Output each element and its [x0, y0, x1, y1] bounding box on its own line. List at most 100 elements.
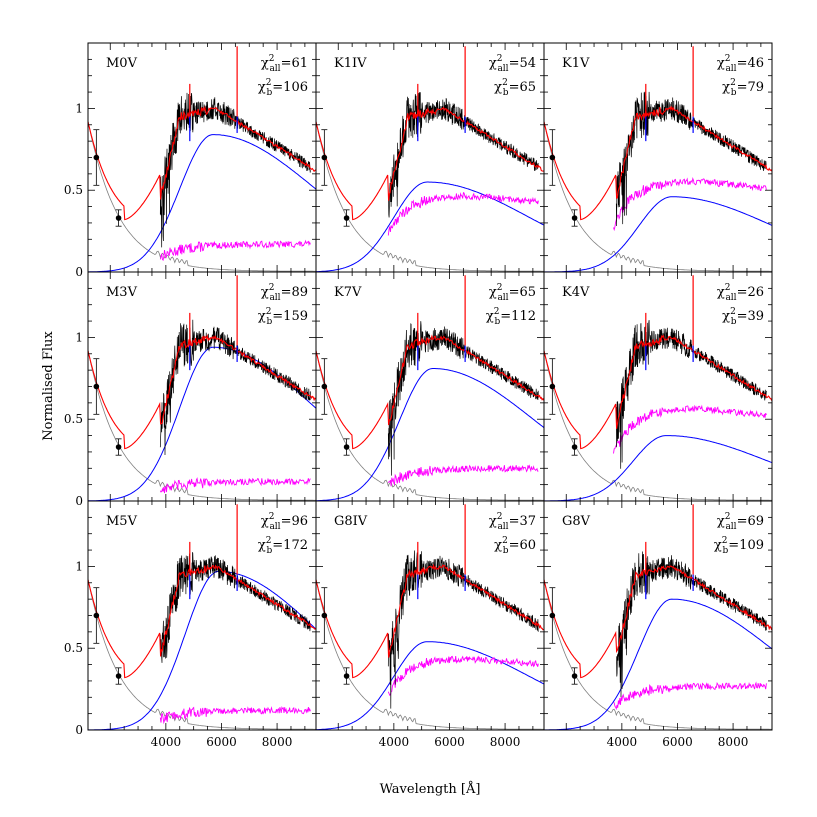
- chi-b-label: χ2 b=106: [258, 78, 308, 98]
- spectrum-panel: 0 0.5 1 4000 6000 8000 M5V χ2 all=96 χ2 b=172: [64, 500, 317, 749]
- observed-spectrum-line: [159, 92, 311, 248]
- y-tick-label: 0.5: [64, 412, 83, 426]
- chi-b-label: χ2 b=172: [258, 536, 308, 556]
- spectrum-panel: K4V χ2 all=26 χ2 b=39: [543, 271, 773, 502]
- chi-b-label: χ2 b=112: [486, 307, 536, 327]
- uv-flux-point: [93, 154, 100, 161]
- disk-model-line: [544, 435, 772, 501]
- chi-b-label: χ2 b=60: [494, 536, 536, 556]
- star-model-line: [387, 655, 539, 696]
- spectral-type-label: K1IV: [334, 56, 367, 71]
- uv-flux-point: [549, 383, 556, 390]
- disk-model-line: [544, 196, 772, 272]
- panel-frame: [315, 42, 545, 273]
- chi-all-label: χ2 all=96: [261, 512, 308, 532]
- total-model-line: [316, 106, 544, 221]
- panel-frame: [543, 42, 773, 273]
- x-tick-label: 4000: [607, 735, 638, 749]
- y-tick-label: 1: [75, 330, 83, 344]
- spectral-type-label: M5V: [106, 514, 138, 529]
- spectrum-panel: K1IV χ2 all=54 χ2 b=65: [315, 42, 545, 273]
- chi-all-label: χ2 all=61: [261, 54, 308, 74]
- observed-spectrum-line: [387, 550, 539, 709]
- uv-flux-point: [343, 444, 350, 450]
- spectral-type-label: G8IV: [334, 514, 368, 529]
- panel-frame: [315, 500, 545, 731]
- x-tick-label: 4000: [151, 735, 182, 749]
- x-tick-label: 8000: [718, 735, 749, 749]
- stream-model-line: [88, 349, 316, 501]
- x-tick-label: 8000: [490, 735, 521, 749]
- panel-frame: [87, 42, 317, 273]
- star-model-line: [613, 681, 767, 711]
- spectral-type-label: M3V: [106, 285, 138, 300]
- chi-all-label: χ2 all=26: [717, 283, 764, 303]
- uv-flux-point: [321, 612, 328, 619]
- y-axis-label: Normalised Flux: [41, 331, 56, 441]
- y-tick-label: 0: [75, 494, 83, 508]
- total-model-line: [544, 334, 772, 450]
- uv-flux-point: [571, 673, 578, 679]
- spectral-type-label: K7V: [334, 285, 362, 300]
- stream-model-line: [88, 578, 316, 730]
- total-model-line: [88, 333, 316, 450]
- y-tick-label: 0: [75, 723, 83, 737]
- uv-flux-point: [321, 383, 328, 390]
- observed-spectrum-line: [159, 319, 311, 456]
- star-model-line: [159, 239, 311, 262]
- stream-model-line: [544, 120, 772, 272]
- spectrum-panel: 0 0.5 1 M3V χ2 all=89 χ2 b=159: [64, 271, 317, 508]
- uv-flux-point: [571, 444, 578, 450]
- stream-model-line: [544, 349, 772, 501]
- x-axis-label: Wavelength [Å]: [380, 781, 481, 797]
- observed-spectrum-line: [615, 320, 767, 469]
- x-tick-label: 6000: [662, 735, 693, 749]
- chi-b-label: χ2 b=159: [258, 307, 308, 327]
- disk-model-line: [316, 641, 544, 730]
- uv-flux-point: [343, 673, 350, 679]
- star-model-line: [159, 477, 311, 494]
- uv-flux-point: [115, 673, 122, 679]
- x-tick-label: 4000: [379, 735, 410, 749]
- disk-model-line: [316, 368, 544, 501]
- chi-all-label: χ2 all=37: [489, 512, 536, 532]
- star-model-line: [387, 464, 539, 487]
- panel-frame: [87, 271, 317, 502]
- chi-all-label: χ2 all=54: [489, 54, 536, 74]
- uv-flux-point: [549, 154, 556, 161]
- uv-flux-point: [115, 444, 122, 450]
- panel-frame: [543, 500, 773, 731]
- star-model-line: [387, 191, 539, 236]
- chi-all-label: χ2 all=46: [717, 54, 764, 74]
- chi-b-label: χ2 b=39: [722, 307, 764, 327]
- chi-all-label: χ2 all=65: [489, 283, 536, 303]
- total-model-line: [316, 563, 544, 679]
- y-tick-label: 0: [75, 265, 83, 279]
- spectral-type-label: G8V: [562, 514, 591, 529]
- spectrum-panel: K1V χ2 all=46 χ2 b=79: [543, 42, 773, 273]
- star-model-line: [613, 404, 767, 454]
- total-model-line: [88, 105, 316, 221]
- star-model-line: [159, 706, 311, 725]
- panel-frame: [87, 500, 317, 731]
- spectrum-panel: 0 0.5 1 M0V χ2 all=61 χ2 b=106: [64, 42, 317, 279]
- spectrum-panel: K7V χ2 all=65 χ2 b=112: [315, 271, 545, 502]
- y-tick-label: 0.5: [64, 183, 83, 197]
- total-model-line: [316, 334, 544, 450]
- y-tick-label: 1: [75, 559, 83, 573]
- uv-flux-point: [343, 215, 350, 221]
- disk-model-line: [544, 598, 772, 730]
- spectral-type-label: K4V: [562, 285, 590, 300]
- star-model-line: [613, 176, 767, 232]
- disk-model-line: [88, 346, 316, 501]
- disk-model-line: [88, 570, 316, 730]
- chi-b-label: χ2 b=79: [722, 78, 764, 98]
- y-tick-label: 1: [75, 101, 83, 115]
- y-tick-label: 0.5: [64, 641, 83, 655]
- total-model-line: [88, 564, 316, 679]
- observed-spectrum-line: [615, 91, 767, 227]
- spectrum-panel: 4000 6000 8000 G8V χ2 all=69 χ2 b=109: [543, 500, 773, 749]
- observed-spectrum-line: [615, 551, 767, 698]
